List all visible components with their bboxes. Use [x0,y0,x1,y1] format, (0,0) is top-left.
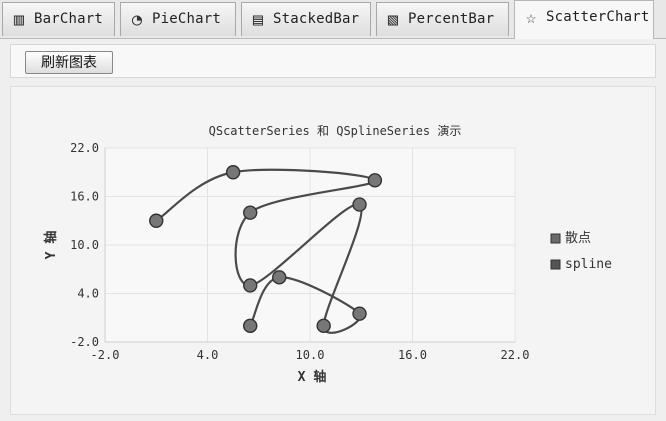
bar-chart-icon: ▥ [10,11,28,29]
tab-bar-chart[interactable]: ▥ BarChart [2,2,115,36]
chart-tab-bar: ▥ BarChart ◔ PieChart ▤ StackedBar ▧ Per… [0,0,666,39]
chart-panel [10,86,656,415]
tab-label-bar-chart: BarChart [34,3,103,35]
tab-stacked-bar[interactable]: ▤ StackedBar [241,2,371,36]
tab-label-percent-bar: PercentBar [408,3,494,35]
percent-bar-icon: ▧ [384,11,402,29]
tab-pie-chart[interactable]: ◔ PieChart [120,2,236,36]
tab-label-scatter-chart: ScatterChart [546,1,650,33]
pie-chart-icon: ◔ [128,11,146,29]
scatter-chart-icon: ☆ [522,9,540,27]
chart-toolbar: 刷新图表 [10,44,656,78]
stacked-bar-icon: ▤ [249,11,267,29]
tab-label-pie-chart: PieChart [152,3,221,35]
tab-scatter-chart[interactable]: ☆ ScatterChart [514,0,654,39]
refresh-chart-button[interactable]: 刷新图表 [25,51,113,74]
tab-percent-bar[interactable]: ▧ PercentBar [376,2,509,36]
tab-label-stacked-bar: StackedBar [273,3,359,35]
